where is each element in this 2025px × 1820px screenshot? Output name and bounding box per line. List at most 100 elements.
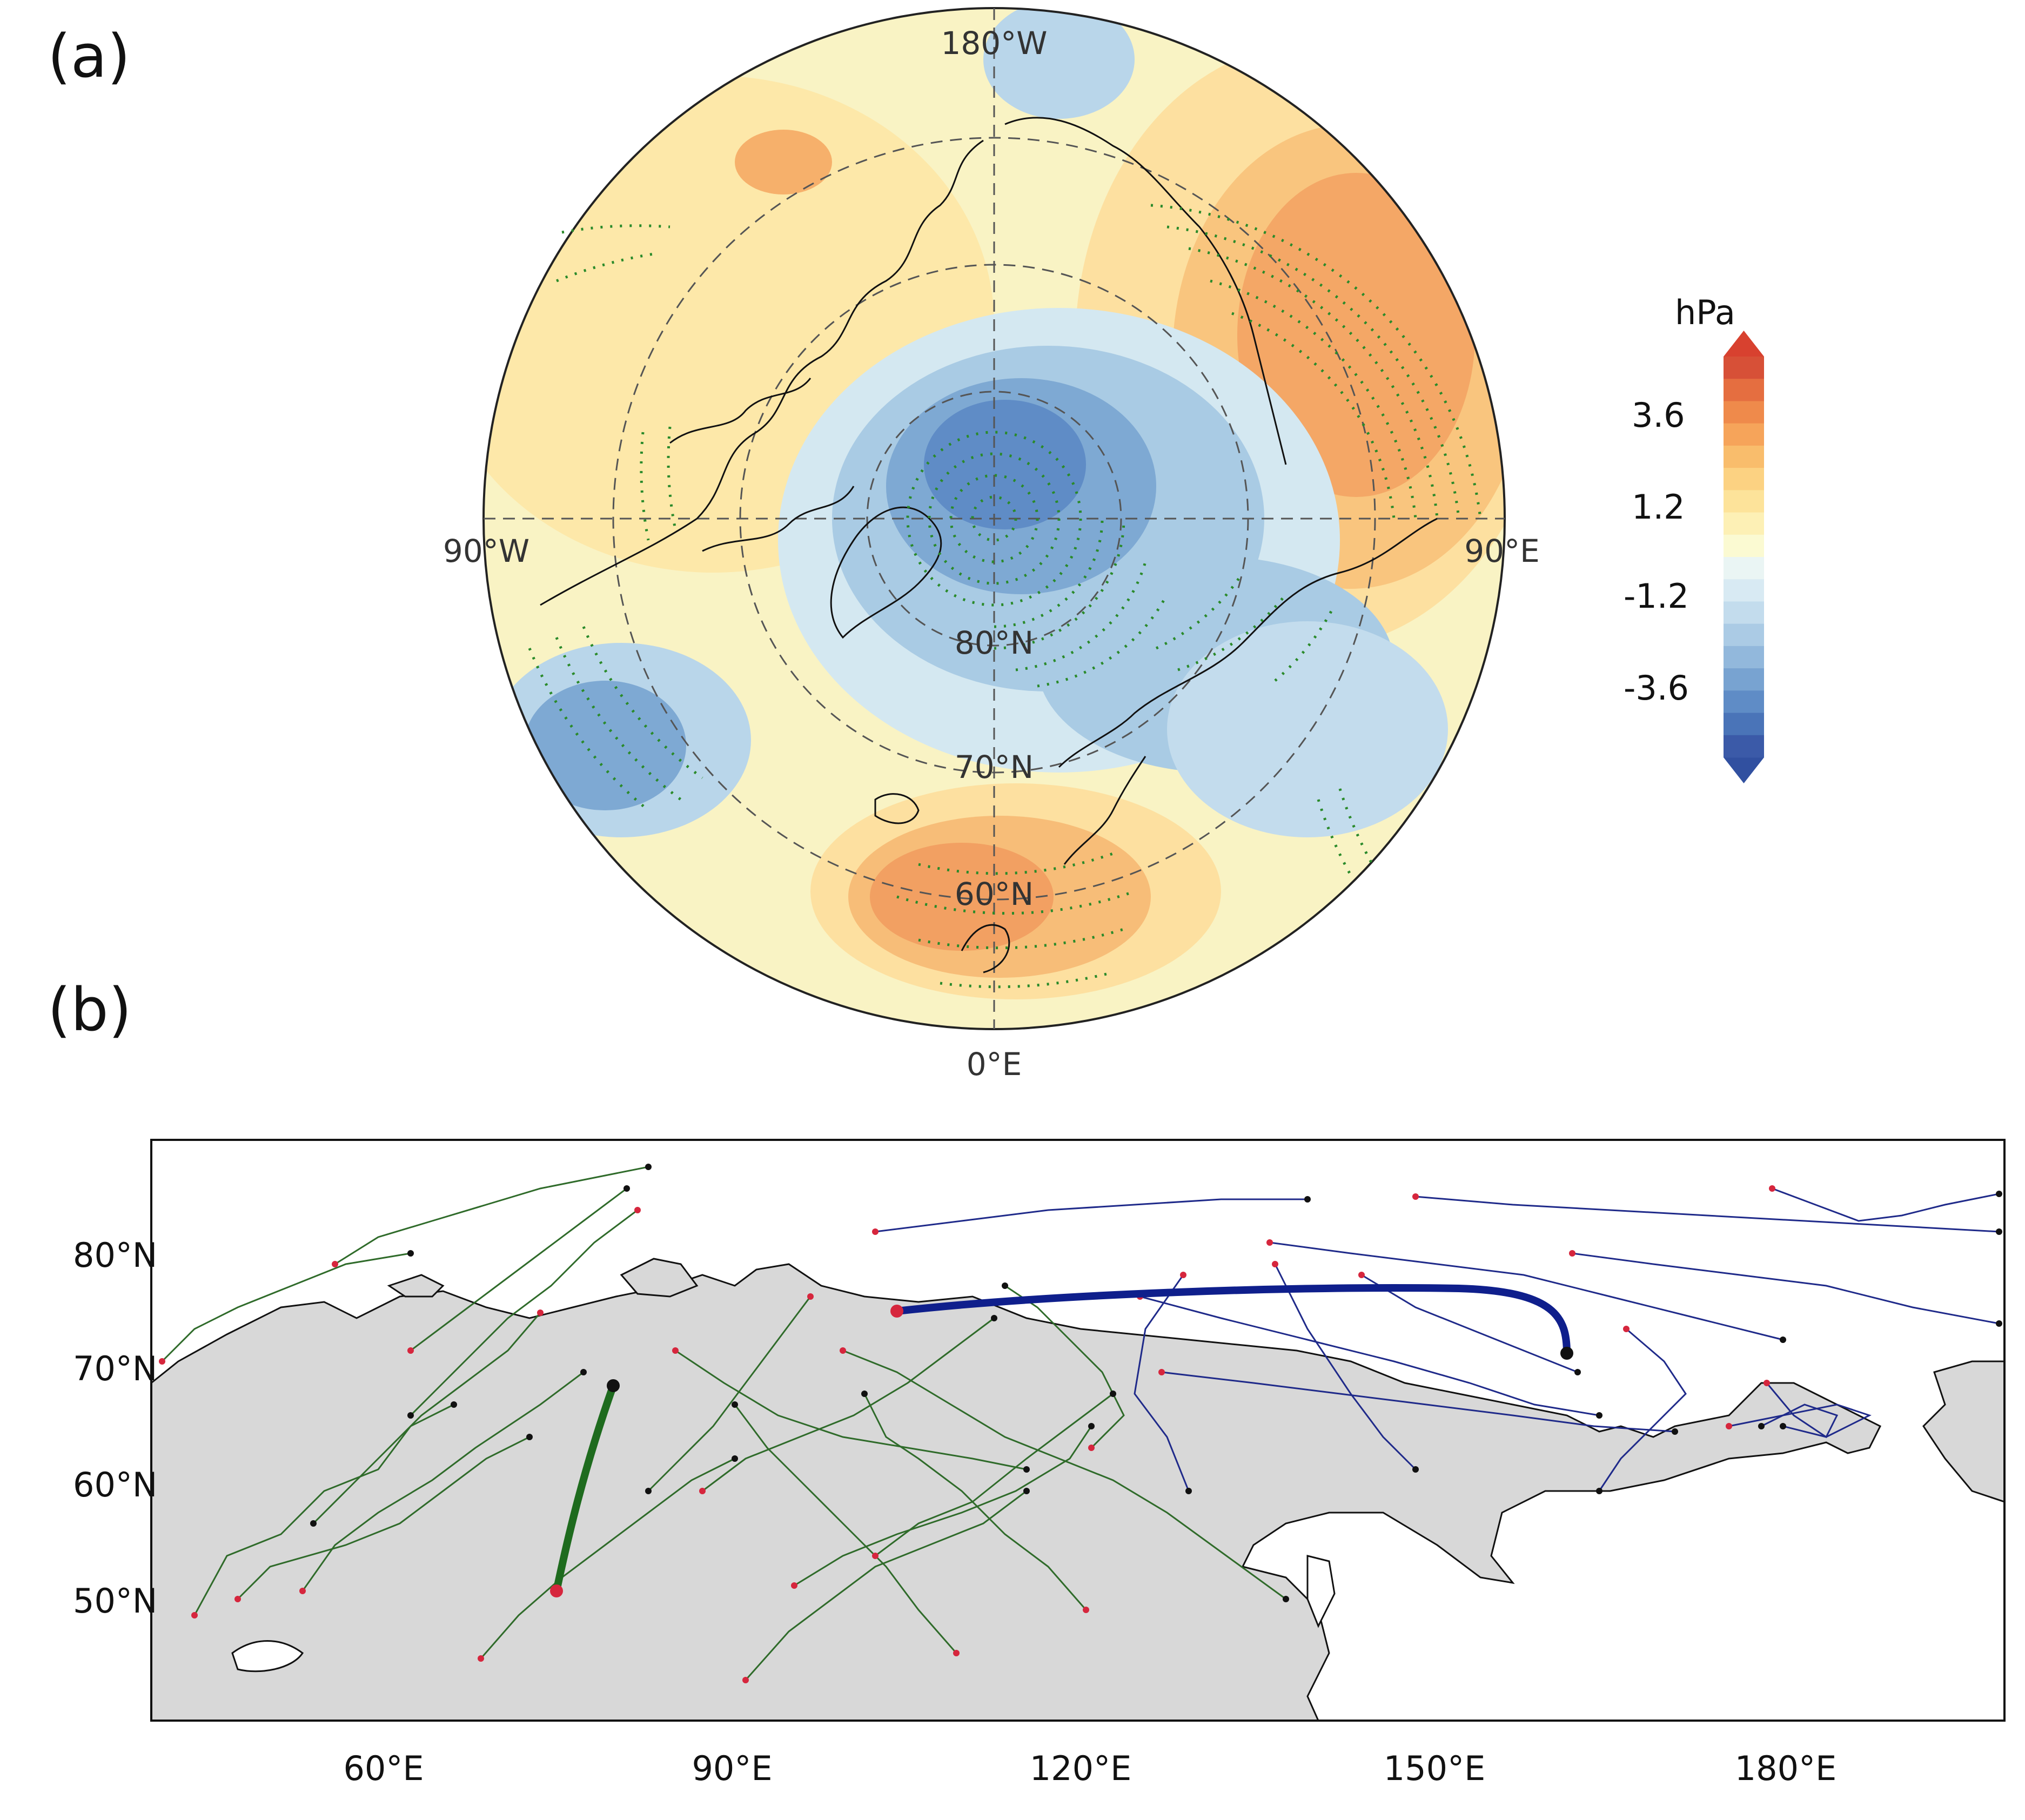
island-land — [620, 1258, 699, 1298]
eurasia-land — [151, 1263, 1882, 1721]
trajectory-start-dot — [1158, 1369, 1165, 1375]
trajectory-start-dot — [1180, 1272, 1186, 1278]
colorbar-tick-label: 3.6 — [1632, 395, 1685, 435]
trajectory-line — [1161, 1371, 1675, 1433]
field-warm-east-core — [1237, 173, 1475, 497]
field-cool-siberia-outer — [1167, 621, 1448, 837]
colorbar-band — [1724, 357, 1764, 379]
colorbar-min-arrow — [1724, 757, 1764, 783]
coastlines — [540, 117, 1438, 973]
field-cool-pacific — [983, 8, 1135, 119]
trajectory-end-dot — [645, 1488, 652, 1494]
trajectory-start-dot — [1358, 1272, 1365, 1278]
colorbar-band — [1724, 623, 1764, 647]
trajectory-start-dot — [634, 1207, 641, 1213]
trajectory-end-dot — [407, 1412, 414, 1419]
colorbar-band — [1724, 468, 1764, 491]
trajectory-line — [312, 1312, 541, 1524]
stipple-arc — [667, 426, 677, 530]
trajectory-start-dot — [791, 1582, 797, 1589]
trajectory-end-dot — [1574, 1369, 1581, 1375]
trajectory-line — [1004, 1285, 1125, 1449]
trajectory-start-dot — [872, 1553, 879, 1559]
trajectory-start-dot — [332, 1261, 338, 1267]
trajectory-start-dot — [742, 1677, 749, 1683]
colorbar-band — [1724, 401, 1764, 424]
trajectory-line — [702, 1317, 995, 1492]
trajectory-line — [1598, 1328, 1687, 1492]
x-tick-label: 90°E — [692, 1749, 772, 1788]
green-mean-end-dot — [607, 1379, 620, 1392]
colorbar-band — [1724, 557, 1764, 580]
colorbar-tick-label: 1.2 — [1632, 487, 1685, 527]
panel-b-label: (b) — [48, 975, 132, 1044]
colorbar-band — [1724, 490, 1764, 513]
trajectory-start-dot — [407, 1347, 414, 1354]
colorbar-band — [1724, 668, 1764, 691]
coast-north-america — [540, 139, 984, 606]
trajectory-line — [1761, 1382, 1839, 1439]
trajectory-end-dot — [732, 1455, 738, 1462]
trajectory-end-dot — [1110, 1391, 1116, 1397]
coast-iceland — [874, 793, 920, 824]
trajectory-end-dot — [732, 1401, 738, 1408]
trajectory-start-dot — [299, 1588, 306, 1594]
caspian-sea — [231, 1640, 304, 1673]
trajectory-line — [875, 1393, 1114, 1557]
trajectory-end-dot — [1412, 1466, 1419, 1473]
trajectory-start-dot — [699, 1488, 706, 1494]
trajectory-line — [1361, 1274, 1578, 1373]
blue-mean-end-dot — [1560, 1347, 1573, 1360]
trajectory-line — [675, 1349, 1027, 1470]
blue-mean-trajectory — [896, 1284, 1571, 1354]
x-tick-label: 60°E — [343, 1749, 424, 1788]
trajectory-end-dot — [991, 1315, 997, 1321]
x-tick-label: 150°E — [1384, 1749, 1486, 1788]
coast-britain — [961, 924, 1010, 973]
trajectory-start-dot — [953, 1650, 960, 1656]
stipple-arc — [994, 518, 1125, 650]
trajectory-line — [734, 1404, 957, 1654]
lon-label-0e: 0°E — [967, 1046, 1022, 1083]
trajectory-end-dot — [1996, 1320, 2002, 1327]
trajectory-end-dot — [623, 1185, 630, 1192]
colorbar-band — [1724, 646, 1764, 669]
trajectory-line — [1415, 1196, 2000, 1233]
colorbar-band — [1724, 601, 1764, 624]
trajectory-line — [863, 1393, 1087, 1610]
coast-archipelago-1 — [669, 378, 812, 444]
y-tick-label: 70°N — [73, 1349, 157, 1388]
trajectory-end-dot — [1758, 1423, 1765, 1429]
map-frame — [150, 1139, 2006, 1722]
y-tick-label: 80°N — [73, 1235, 157, 1275]
trajectory-endpoints — [159, 1164, 2002, 1683]
trajectory-end-dot — [1780, 1337, 1786, 1343]
stipple-ring — [949, 474, 1039, 563]
stipple-arc — [1210, 279, 1417, 519]
field-warm-atlantic-core — [870, 843, 1054, 951]
colorbar-band — [1724, 579, 1764, 602]
blue-trajectory-group — [875, 1187, 2000, 1492]
coast-east-siberia — [1004, 117, 1287, 465]
trajectory-start-dot — [840, 1347, 846, 1354]
colorbar-band — [1724, 713, 1764, 736]
trajectory-line — [745, 1490, 1027, 1681]
stipple-ring — [928, 452, 1061, 585]
polar-map: 180°W 90°W 90°E 0°E 80°N 70°N 60°N — [443, 7, 1540, 1083]
stipple-arc — [561, 224, 670, 234]
stipple-ring — [906, 431, 1082, 607]
trajectory-end-dot — [1023, 1488, 1030, 1494]
trajectory-end-dot — [310, 1520, 317, 1527]
coast-eurasia-north — [1058, 518, 1438, 768]
lat-circle-80 — [866, 391, 1122, 647]
field-cool-arctic-core — [924, 400, 1086, 529]
trajectory-end-dot — [580, 1369, 587, 1375]
coast-archipelago-2 — [702, 486, 855, 552]
stipple-arc — [1274, 604, 1336, 682]
colorbar-bands — [1724, 357, 1764, 758]
trajectory-map: 60°E 90°E 120°E 150°E 180°E 80°N 70°N 60… — [73, 1139, 2006, 1788]
trajectory-start-dot — [1272, 1261, 1278, 1267]
green-mean-start-dot — [550, 1584, 563, 1597]
stipple-arc — [582, 626, 703, 780]
trajectory-end-dot — [1996, 1191, 2002, 1197]
